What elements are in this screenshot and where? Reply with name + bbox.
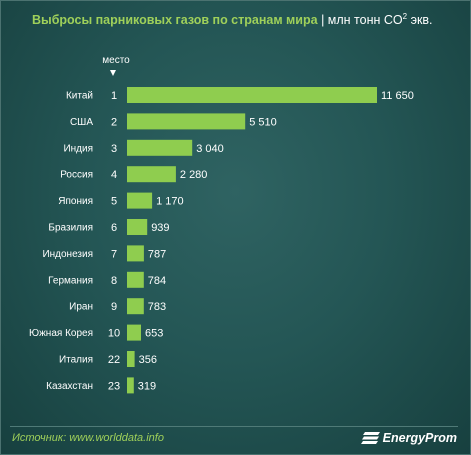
unit-prefix: млн тонн CO [327, 13, 403, 28]
down-arrow-icon [110, 70, 116, 76]
bar [127, 87, 377, 103]
source-note: Источник: www.worlddata.info [12, 432, 164, 444]
bar [127, 271, 144, 288]
energyprom-logo: EnergyProm [360, 429, 457, 447]
title-main: Выбросы парниковых газов по странам мира [32, 13, 318, 28]
unit-subscript: 2 [402, 12, 408, 21]
rank-column-header: место [102, 55, 130, 66]
title-unit: млн тонн CO2 экв. [327, 12, 433, 28]
title-separator: | [321, 13, 325, 28]
bar [127, 298, 144, 315]
bar [127, 139, 193, 156]
value-label: 2 280 [180, 169, 208, 181]
category-label: Индонезия [42, 249, 93, 260]
rank-label: 8 [111, 275, 117, 287]
rank-label: 3 [111, 143, 117, 155]
category-label: Германия [48, 275, 93, 286]
bar [127, 377, 134, 394]
rank-label: 4 [111, 169, 117, 181]
rank-label: 9 [111, 301, 117, 313]
bar [127, 219, 148, 235]
rank-label: 1 [111, 90, 117, 102]
logo-icon [360, 432, 380, 444]
rank-label: 22 [108, 354, 120, 366]
category-label: Казахстан [46, 381, 93, 392]
value-label: 939 [151, 222, 169, 234]
value-label: 319 [138, 380, 156, 392]
category-label: Китай [66, 91, 93, 102]
value-label: 11 650 [381, 90, 414, 102]
category-label: Южная Корея [29, 328, 93, 339]
value-label: 1 170 [156, 196, 184, 208]
category-label: Бразилия [48, 223, 93, 234]
value-label: 653 [145, 328, 163, 340]
bar [127, 324, 141, 341]
value-label: 783 [148, 301, 166, 313]
chart-title: Выбросы парниковых газов по странам мира… [32, 12, 433, 27]
bar [127, 351, 135, 367]
category-label: Италия [59, 355, 93, 366]
category-label: США [70, 117, 93, 128]
category-label: Иран [69, 302, 93, 313]
category-label: Россия [60, 170, 93, 181]
bar [127, 113, 246, 130]
bar [127, 166, 176, 183]
rank-label: 5 [111, 196, 117, 208]
value-label: 784 [148, 275, 166, 287]
unit-suffix: экв. [407, 13, 433, 28]
rank-label: 7 [111, 248, 117, 260]
rank-label: 6 [111, 222, 117, 234]
value-label: 5 510 [249, 116, 277, 128]
bar [127, 192, 153, 209]
category-label: Япония [58, 196, 93, 207]
logo-text: EnergyProm [382, 431, 457, 445]
rank-label: 23 [108, 380, 120, 392]
value-label: 3 040 [196, 143, 224, 155]
rank-label: 10 [108, 328, 120, 340]
bar [127, 245, 144, 262]
footer-divider [10, 426, 458, 427]
category-label: Индия [63, 143, 93, 154]
value-label: 787 [148, 248, 166, 260]
value-label: 356 [139, 354, 157, 366]
rank-label: 2 [111, 116, 117, 128]
